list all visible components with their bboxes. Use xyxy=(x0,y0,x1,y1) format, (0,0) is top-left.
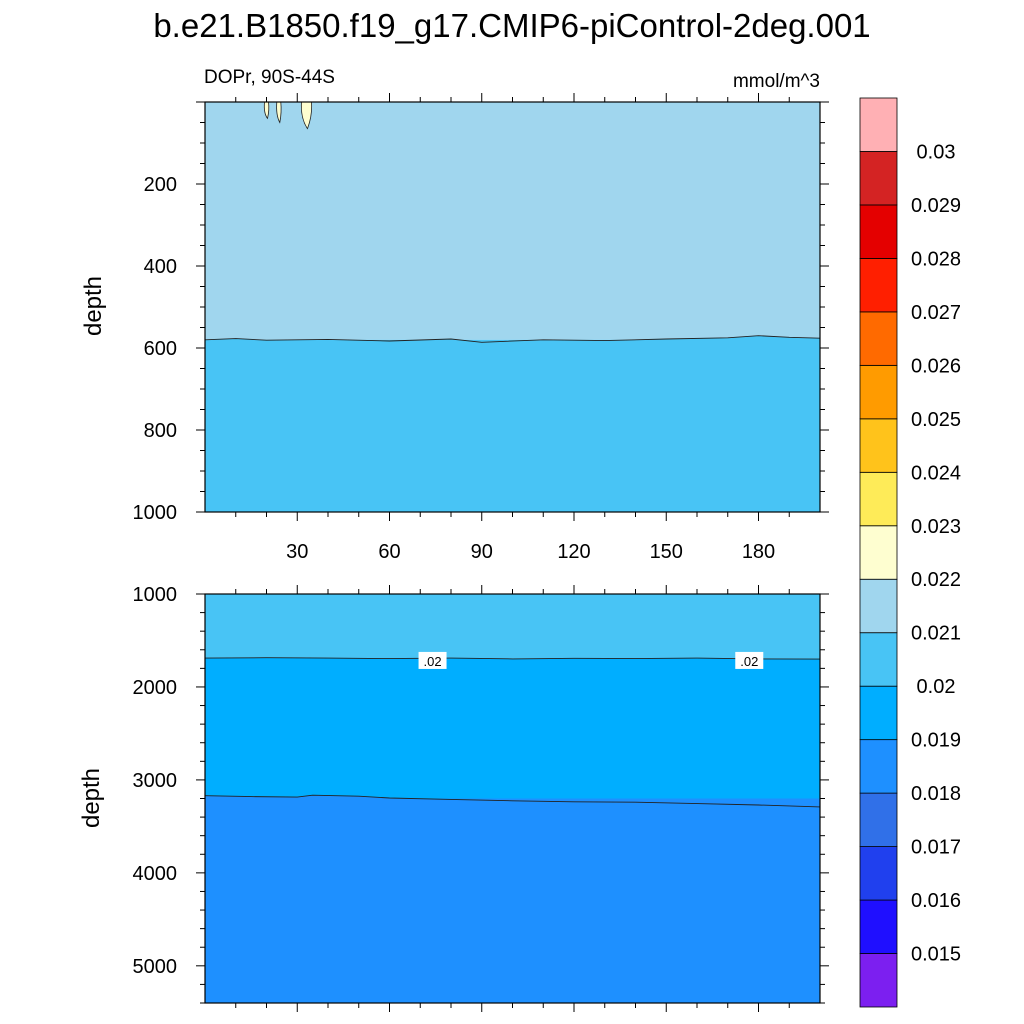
colorbar-box xyxy=(859,578,898,634)
contour-label-box xyxy=(418,651,447,669)
colorbar-tick-label: 0.02 xyxy=(917,676,956,698)
colorbar-box xyxy=(859,204,898,259)
colorbar-tick-label: 0.021 xyxy=(911,623,961,645)
contour-line-contour_0_019_depth xyxy=(204,794,821,808)
x-tick-label: 180 xyxy=(742,541,775,563)
colorbar-tick-label: 0.03 xyxy=(917,141,956,163)
contour-line-contour_0_021_depth xyxy=(204,335,821,343)
x-tick-label: 30 xyxy=(286,541,308,563)
patch-0.022 xyxy=(276,101,282,124)
units-label: mmol/m^3 xyxy=(733,71,820,92)
contour-fill-contour_0_021_depth xyxy=(205,335,820,512)
patch-0.022 xyxy=(263,101,270,120)
colorbar-box xyxy=(859,471,898,527)
y-tick-label: 5000 xyxy=(133,956,178,978)
colorbar-box xyxy=(859,685,898,741)
colorbar-tick-label: 0.017 xyxy=(911,837,961,859)
y-tick-label: 200 xyxy=(144,174,177,196)
contour-line-contour_0_020_depth xyxy=(204,657,821,660)
upper-panel: 30 60 90 120 150 180 200 400 600 800 1000 xyxy=(133,93,829,563)
patch-0.022 xyxy=(300,101,313,130)
colorbar-tick-label: 0.015 xyxy=(911,944,961,966)
left-subtitle: DOPr, 90S-44S xyxy=(204,67,335,88)
y-tick-label: 4000 xyxy=(133,863,178,885)
contour-label: .02 xyxy=(740,654,758,669)
x-tick-label: 90 xyxy=(471,541,493,563)
colorbar-tick-label: 0.027 xyxy=(911,302,961,324)
colorbar-box xyxy=(859,739,898,794)
colorbar-box xyxy=(859,846,898,901)
x-tick-label: 120 xyxy=(557,541,590,563)
colorbar-box xyxy=(859,418,898,473)
y-tick-label: 3000 xyxy=(133,770,178,792)
contour-region-0.021-0.022 xyxy=(205,102,820,340)
colorbar-tick-label: 0.019 xyxy=(911,730,961,752)
colorbar-box xyxy=(859,311,898,366)
lower-panel: .02 .02 1000 2000 3000 4000 5000 xyxy=(133,584,829,1012)
contour-label: .02 xyxy=(424,654,442,669)
y-tick-label: 800 xyxy=(144,420,177,442)
colorbar-tick-label: 0.029 xyxy=(911,195,961,217)
contour-fill-contour_0_020_depth xyxy=(205,657,820,799)
colorbar-box xyxy=(859,953,898,1008)
colorbar-tick-label: 0.026 xyxy=(911,355,961,377)
y-tick-label: 600 xyxy=(144,338,177,360)
colorbar-box xyxy=(859,151,898,206)
y-tick-label: 1000 xyxy=(133,584,178,606)
y-tick-label: 2000 xyxy=(133,677,178,699)
colorbar-tick-label: 0.028 xyxy=(911,248,961,270)
colorbar-tick-label: 0.023 xyxy=(911,516,961,538)
colorbar: 0.015 0.016 0.017 0.018 0.019 0.02 0.021 0.022 0… xyxy=(859,97,961,1008)
chart-title: b.e21.B1850.f19_g17.CMIP6-piControl-2deg… xyxy=(153,7,870,44)
x-tick-label: 60 xyxy=(378,541,400,563)
colorbar-tick-label: 0.024 xyxy=(911,462,961,484)
colorbar-box xyxy=(859,364,898,420)
colorbar-tick-label: 0.018 xyxy=(911,783,961,805)
x-tick-label: 150 xyxy=(650,541,683,563)
colorbar-box xyxy=(859,792,898,847)
colorbar-box xyxy=(859,632,898,687)
contour-label-box xyxy=(735,651,764,669)
contour-region-0.020-0.021 xyxy=(205,594,820,660)
lower-y-axis-label: depth xyxy=(78,768,105,828)
colorbar-box xyxy=(859,899,898,954)
y-tick-label: 1000 xyxy=(133,502,178,524)
colorbar-box xyxy=(859,525,898,580)
colorbar-tick-label: 0.025 xyxy=(911,409,961,431)
upper-y-axis-label: depth xyxy=(80,276,107,336)
colorbar-tick-label: 0.022 xyxy=(911,569,961,591)
contour-fill-contour_0_019_depth xyxy=(205,795,820,1003)
colorbar-box xyxy=(859,97,898,152)
colorbar-box xyxy=(859,258,898,313)
colorbar-tick-label: 0.016 xyxy=(911,890,961,912)
y-tick-label: 400 xyxy=(144,256,177,278)
